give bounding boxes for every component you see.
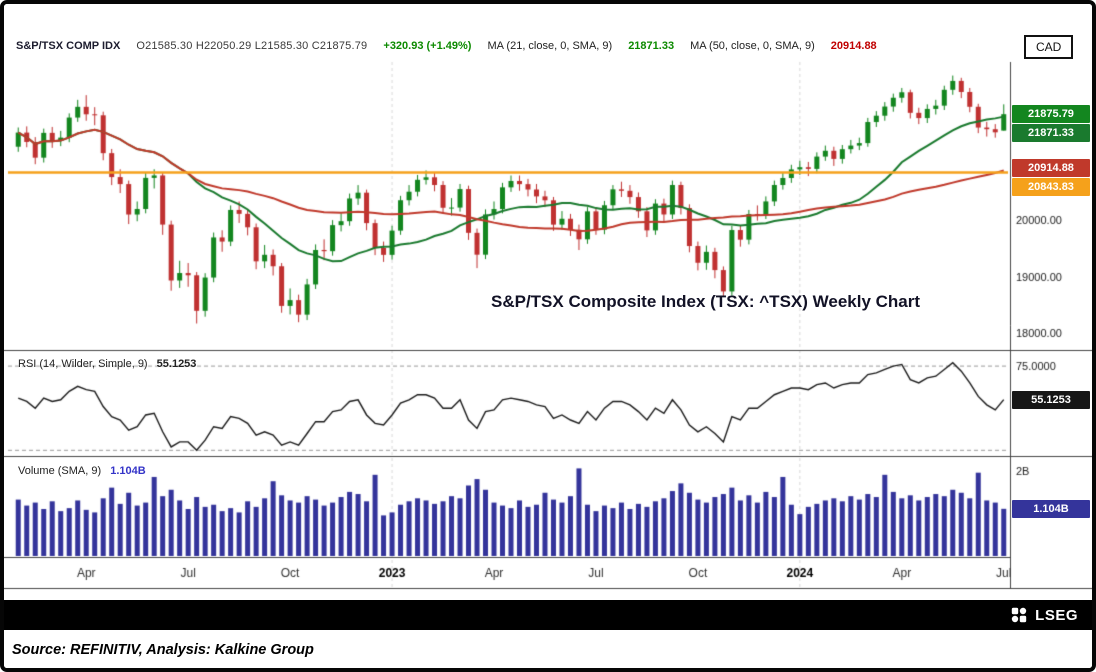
rsi-axis-badge: 55.1253	[1012, 390, 1090, 409]
lseg-logo-text: LSEG	[1035, 606, 1078, 624]
ma50-label: MA (50, close, 0, SMA, 9)	[690, 40, 815, 52]
price-axis-badge: 21875.79	[1012, 105, 1090, 124]
instrument-name: S&P/TSX COMP IDX	[16, 40, 121, 52]
ma21-value: 21871.33	[628, 40, 675, 52]
ohlc-readout: O21585.30 H22050.29 L21585.30 C21875.79	[136, 40, 368, 52]
ma21-label: MA (21, close, 0, SMA, 9)	[487, 40, 613, 52]
volume-axis-badge: 1.104B	[1012, 499, 1090, 518]
volume-label-text: Volume (SMA, 9)	[18, 465, 102, 477]
instrument-header: S&P/TSX COMP IDX O21585.30 H22050.29 L21…	[16, 40, 877, 52]
lseg-logo-icon	[1011, 607, 1027, 623]
price-axis-badge: 20843.83	[1012, 178, 1090, 197]
source-attribution: Source: REFINITIV, Analysis: Kalkine Gro…	[4, 634, 1092, 668]
chart-canvas[interactable]	[4, 4, 1092, 668]
volume-indicator-label: Volume (SMA, 9) 1.104B	[18, 465, 146, 477]
volume-label-value: 1.104B	[110, 465, 146, 477]
rsi-label-value: 55.1253	[156, 358, 197, 370]
change-readout: +320.93 (+1.49%)	[383, 40, 472, 52]
ma50-value: 20914.88	[830, 40, 877, 52]
currency-badge[interactable]: CAD	[1024, 35, 1074, 59]
lseg-brand-bar: LSEG	[4, 600, 1092, 630]
price-axis-badge: 21871.33	[1012, 124, 1090, 143]
rsi-indicator-label: RSI (14, Wilder, Simple, 9) 55.1253	[18, 358, 196, 370]
chart-title-annotation: S&P/TSX Composite Index (TSX: ^TSX) Week…	[491, 292, 921, 311]
price-axis-badge: 20914.88	[1012, 159, 1090, 178]
rsi-label-text: RSI (14, Wilder, Simple, 9)	[18, 358, 148, 370]
